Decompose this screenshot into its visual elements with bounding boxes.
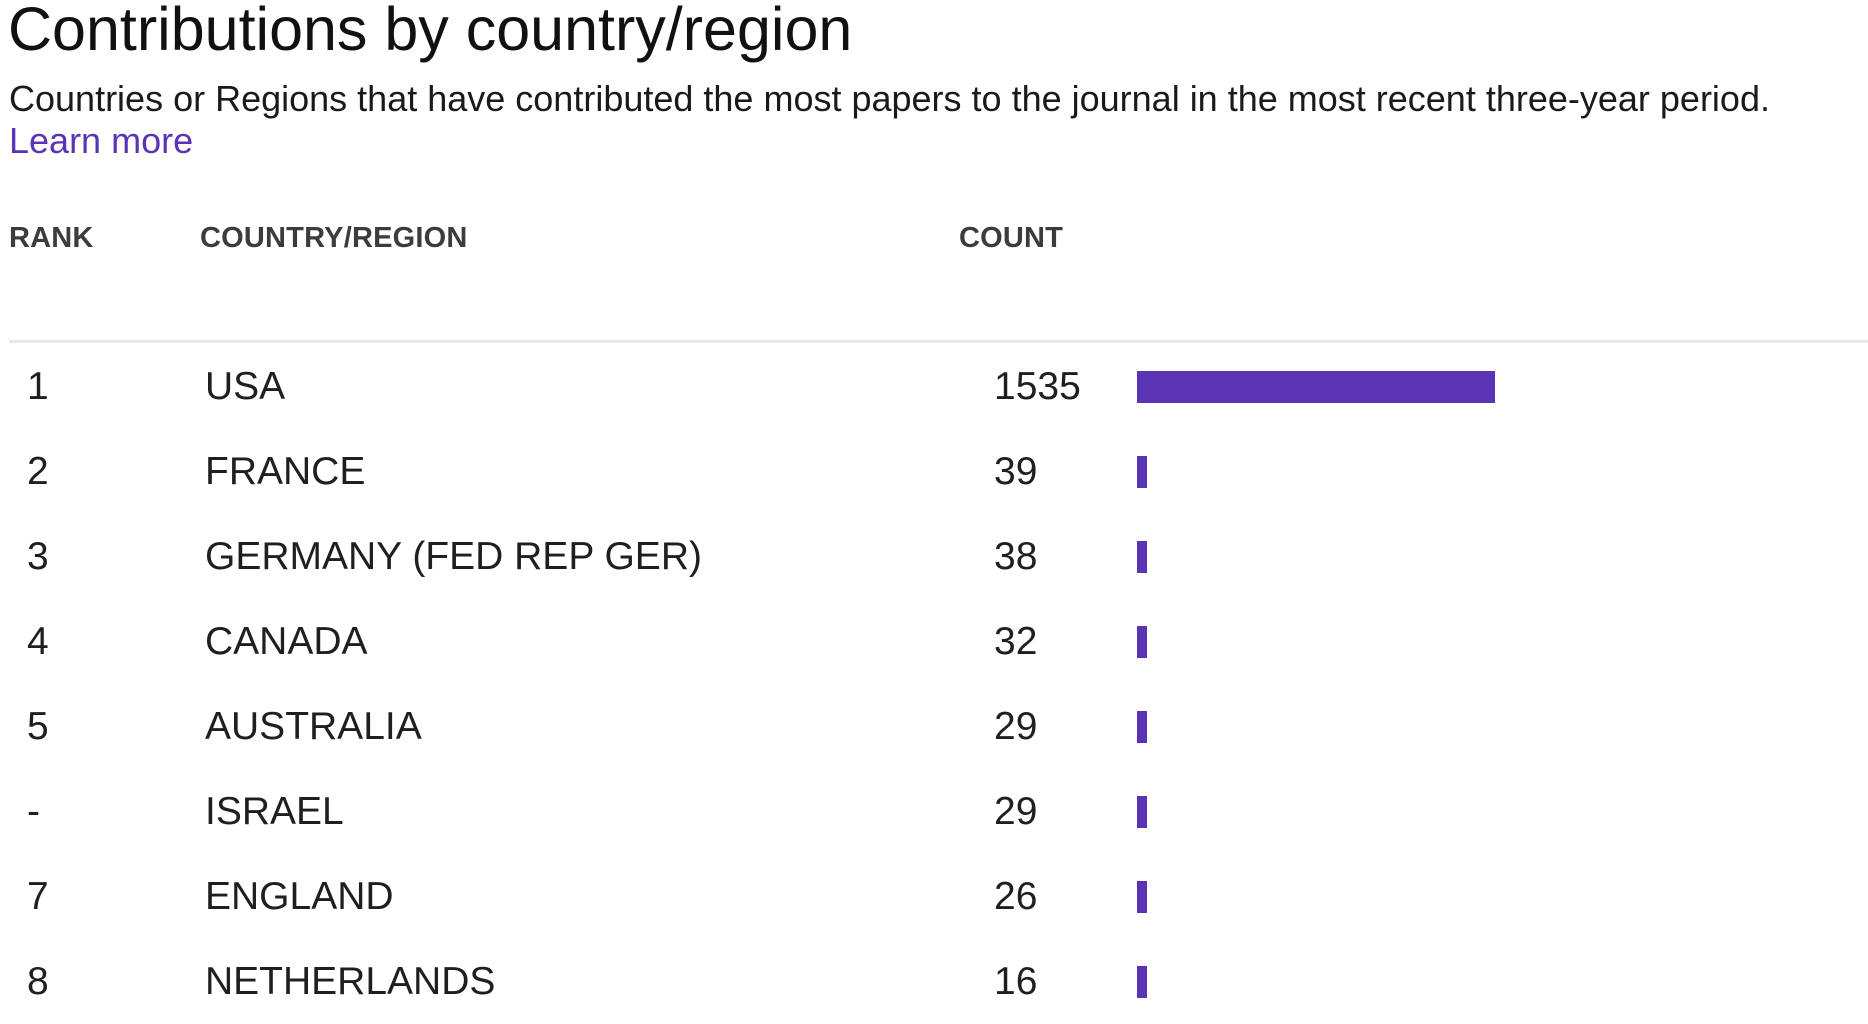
contributions-table-body: 1 USA 1535 2 FRANCE 39 3 GERMANY (FED REP GER) 3… (0, 344, 1868, 1024)
count-bar (1137, 371, 1495, 403)
count-bar (1137, 541, 1147, 573)
learn-more-link[interactable]: Learn more (9, 120, 194, 161)
count-bar-track (1137, 966, 1837, 998)
rank-cell: 8 (27, 960, 49, 1003)
count-bar (1137, 456, 1147, 488)
count-cell: 29 (994, 705, 1038, 748)
country-cell: ENGLAND (205, 875, 394, 918)
table-row: 3 GERMANY (FED REP GER) 38 (0, 514, 1868, 599)
count-bar-track (1137, 371, 1837, 403)
count-bar-track (1137, 711, 1837, 743)
column-header-rank: RANK (9, 222, 94, 254)
count-bar-track (1137, 541, 1837, 573)
country-cell: AUSTRALIA (205, 705, 422, 748)
table-row: 8 NETHERLANDS 16 (0, 939, 1868, 1024)
count-bar (1137, 626, 1147, 658)
count-bar-track (1137, 881, 1837, 913)
rank-cell: 1 (27, 365, 49, 408)
count-bar (1137, 711, 1147, 743)
count-cell: 1535 (994, 365, 1081, 408)
description-text: Countries or Regions that have contribut… (9, 78, 1770, 119)
column-header-country: COUNTRY/REGION (200, 222, 468, 254)
rank-cell: 7 (27, 875, 49, 918)
count-cell: 29 (994, 790, 1038, 833)
count-bar (1137, 966, 1147, 998)
country-cell: FRANCE (205, 450, 366, 493)
count-bar-track (1137, 456, 1837, 488)
count-cell: 39 (994, 450, 1038, 493)
count-bar (1137, 881, 1147, 913)
rank-cell: - (27, 790, 40, 833)
count-cell: 32 (994, 620, 1038, 663)
table-row: - ISRAEL 29 (0, 769, 1868, 854)
country-cell: USA (205, 365, 286, 408)
table-row: 7 ENGLAND 26 (0, 854, 1868, 939)
count-cell: 26 (994, 875, 1038, 918)
rank-cell: 4 (27, 620, 49, 663)
table-row: 1 USA 1535 (0, 344, 1868, 429)
rank-cell: 5 (27, 705, 49, 748)
country-cell: NETHERLANDS (205, 960, 496, 1003)
country-cell: CANADA (205, 620, 368, 663)
count-cell: 38 (994, 535, 1038, 578)
rank-cell: 2 (27, 450, 49, 493)
page-description: Countries or Regions that have contribut… (9, 78, 1868, 162)
count-bar-track (1137, 796, 1837, 828)
column-header-count: COUNT (959, 222, 1064, 254)
country-cell: GERMANY (FED REP GER) (205, 535, 702, 578)
rank-cell: 3 (27, 535, 49, 578)
table-row: 2 FRANCE 39 (0, 429, 1868, 514)
table-row: 4 CANADA 32 (0, 599, 1868, 684)
count-bar (1137, 796, 1147, 828)
page-title: Contributions by country/region (8, 0, 853, 63)
count-bar-track (1137, 626, 1837, 658)
header-divider (9, 340, 1868, 343)
count-cell: 16 (994, 960, 1038, 1003)
country-cell: ISRAEL (205, 790, 344, 833)
table-row: 5 AUSTRALIA 29 (0, 684, 1868, 769)
